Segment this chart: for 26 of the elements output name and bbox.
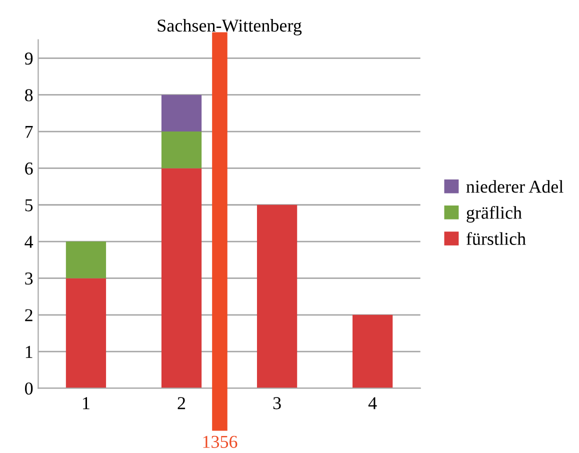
- y-tick-label: 6: [25, 162, 33, 175]
- bar: [161, 168, 202, 388]
- legend-label: niederer Adel: [466, 180, 564, 193]
- y-tick-label: 4: [24, 236, 34, 248]
- y-tick-label: 5: [25, 199, 33, 212]
- bar: [352, 314, 393, 388]
- bar: [161, 94, 202, 132]
- y-tick-label: 8: [25, 89, 33, 102]
- bar: [256, 204, 298, 388]
- y-tick-label: 0: [25, 382, 33, 395]
- bar: [161, 132, 202, 168]
- bar: [66, 242, 106, 278]
- x-tick-label: 2: [178, 397, 186, 410]
- y-tick-label: 1: [26, 346, 32, 358]
- chart-title: Sachsen-Wittenberg: [158, 19, 302, 36]
- x-tick-label: 3: [273, 397, 281, 410]
- x-tick-label: 4: [368, 397, 377, 410]
- y-tick-label: 2: [25, 309, 32, 322]
- x-tick-label: 1: [83, 397, 90, 410]
- text: 1356: [203, 436, 238, 448]
- legend-label: fürstlich: [466, 232, 526, 245]
- y-tick-label: 7: [26, 126, 33, 138]
- bar: [66, 278, 106, 388]
- y-tick-label: 9: [24, 52, 33, 65]
- y-tick-label: 3: [25, 272, 33, 285]
- legend-label: gräflich: [466, 206, 522, 223]
